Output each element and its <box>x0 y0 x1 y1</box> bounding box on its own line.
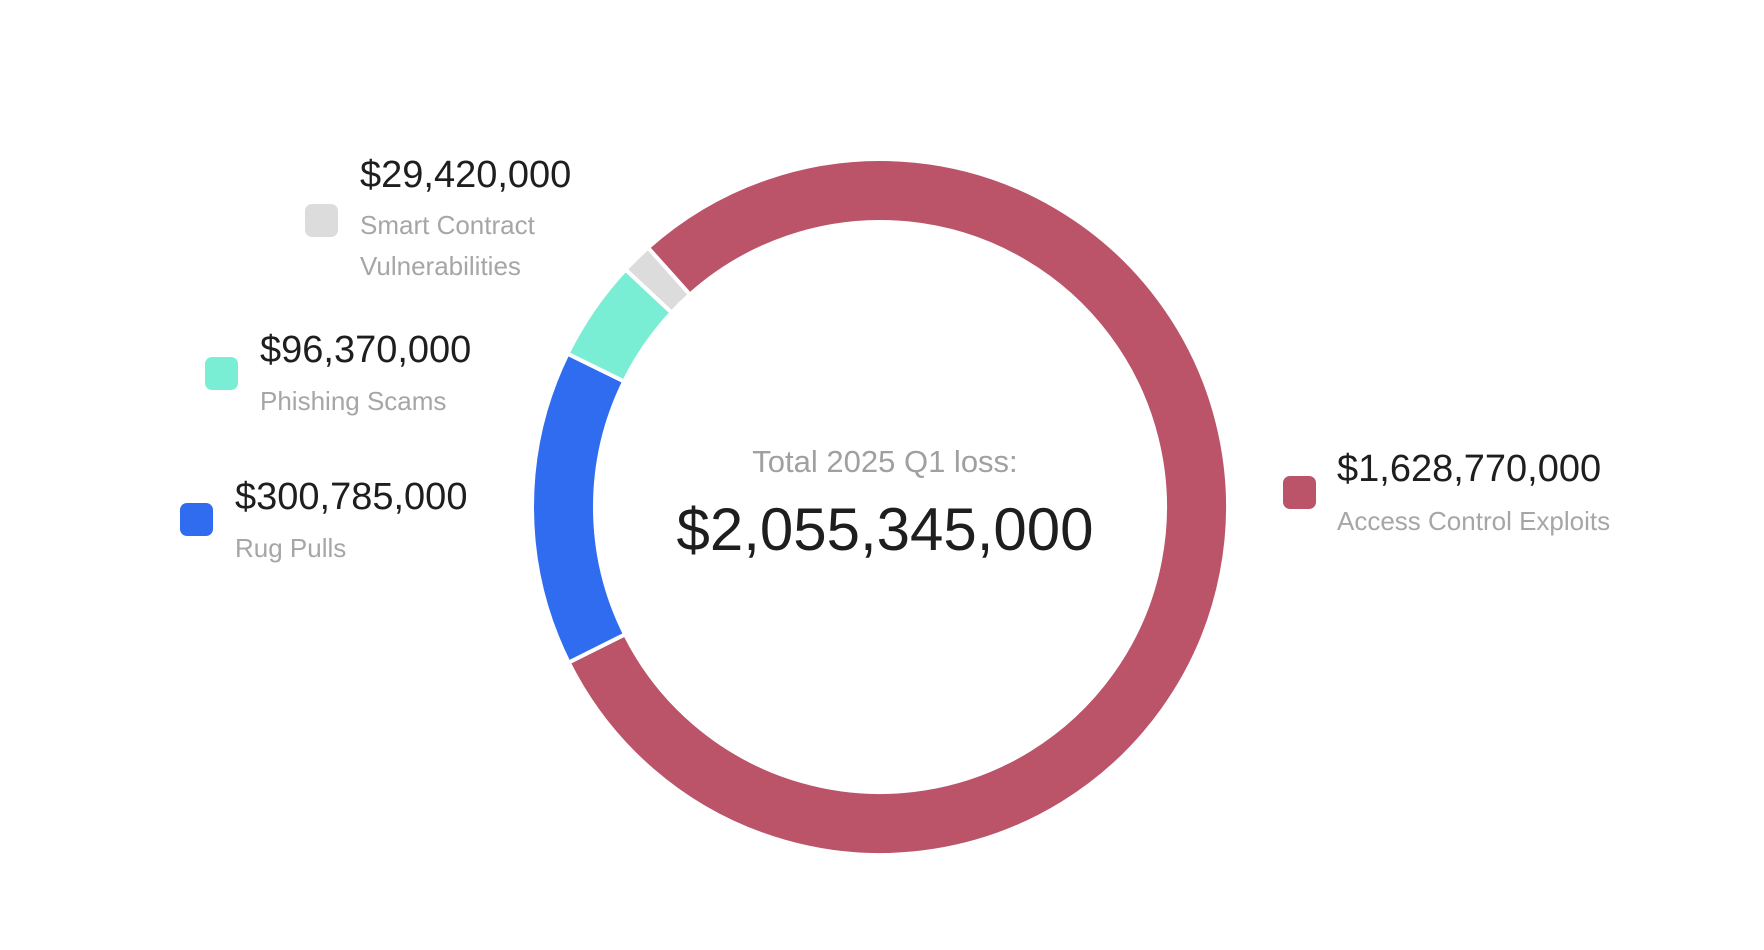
legend-item-smart-contract-vulnerabilities: $29,420,000 Smart Contract Vulnerabilities <box>305 154 571 281</box>
legend: $1,628,770,000 Access Control Exploits $30… <box>180 154 1610 563</box>
legend-label-access-control-exploits: Access Control Exploits <box>1337 506 1610 536</box>
legend-item-rug-pulls: $300,785,000 Rug Pulls <box>180 476 467 563</box>
center-value: $2,055,345,000 <box>676 496 1093 563</box>
donut-slices <box>530 157 1230 857</box>
legend-swatch-phishing-scams <box>205 357 238 390</box>
legend-label-rug-pulls: Rug Pulls <box>235 533 346 563</box>
slice-rug-pulls <box>530 350 628 666</box>
slice-smart-contract-vulnerabilities <box>622 244 693 316</box>
center-label: Total 2025 Q1 loss: <box>752 444 1017 479</box>
legend-item-phishing-scams: $96,370,000 Phishing Scams <box>205 329 471 416</box>
legend-item-access-control-exploits: $1,628,770,000 Access Control Exploits <box>1283 448 1610 536</box>
legend-value-smart-contract-vulnerabilities: $29,420,000 <box>360 154 571 196</box>
slice-access-control-exploits <box>565 157 1230 857</box>
legend-value-phishing-scams: $96,370,000 <box>260 329 471 371</box>
legend-swatch-rug-pulls <box>180 503 213 536</box>
legend-swatch-smart-contract-vulnerabilities <box>305 204 338 237</box>
legend-swatch-access-control-exploits <box>1283 476 1316 509</box>
legend-label-phishing-scams: Phishing Scams <box>260 386 446 416</box>
legend-value-rug-pulls: $300,785,000 <box>235 476 467 518</box>
legend-label-smart-contract-vulnerabilities-line-2: Vulnerabilities <box>360 251 521 281</box>
legend-label-smart-contract-vulnerabilities-line-1: Smart Contract <box>360 210 536 240</box>
legend-value-access-control-exploits: $1,628,770,000 <box>1337 448 1601 490</box>
